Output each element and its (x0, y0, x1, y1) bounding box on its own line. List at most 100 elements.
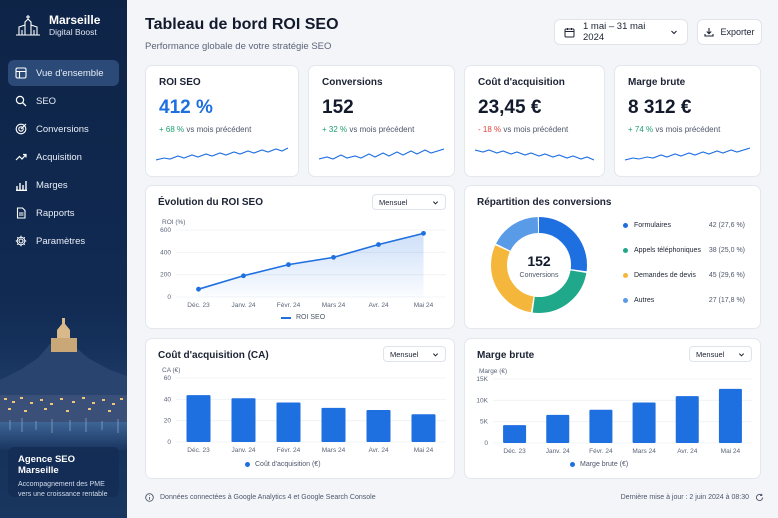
brand-logo[interactable]: Marseille Digital Boost (14, 14, 100, 38)
period-select[interactable]: Mensuel (372, 194, 446, 210)
data-source-note: Données connectées à Google Analytics 4 … (145, 493, 376, 502)
legend-label: Marge brute (€) (580, 461, 629, 468)
roi-data-point (421, 230, 426, 236)
sidebar-item-acquisition[interactable]: Acquisition (8, 144, 119, 170)
legend-swatch (623, 273, 628, 278)
sidebar-item-label: Acquisition (36, 151, 82, 163)
document-icon (16, 207, 26, 219)
legend-label: Demandes de devis (634, 272, 696, 279)
date-range-picker[interactable]: 1 mai – 31 mai 2024 (554, 19, 688, 45)
chart-title: Évolution du ROI SEO (158, 197, 263, 208)
sidebar-item-label: Marges (36, 179, 68, 191)
brand-name: Marseille (49, 13, 101, 27)
kpi-change-value: + 68 % (159, 125, 185, 134)
period-select[interactable]: Mensuel (689, 346, 752, 362)
x-tick-label: Déc. 23 (187, 447, 210, 454)
legend-value: 42 (27,6 %) (708, 222, 745, 229)
kpi-change-value: - 18 % (478, 125, 502, 134)
bar (186, 395, 211, 442)
period-select-value: Mensuel (696, 349, 725, 359)
y-tick-label: 400 (160, 249, 171, 256)
y-tick-label: 0 (484, 440, 488, 447)
page-title: Tableau de bord ROI SEO (145, 16, 339, 33)
chart-title: Marge brute (477, 350, 535, 361)
bar-chart-icon (16, 181, 27, 191)
y-tick-label: 20 (164, 418, 172, 425)
agency-card: Agence SEO Marseille Accompagnement des … (8, 447, 119, 498)
page-subtitle: Performance globale de votre stratégie S… (145, 41, 332, 52)
period-select[interactable]: Mensuel (383, 346, 446, 362)
download-icon (704, 28, 715, 37)
kpi-value: 152 (322, 97, 354, 118)
x-tick-label: Mars 24 (322, 447, 346, 454)
kpi-value: 412 % (159, 97, 213, 118)
chevron-down-icon (432, 200, 439, 204)
y-tick-label: 60 (164, 375, 172, 382)
period-select-value: Mensuel (379, 197, 408, 207)
kpi-change: + 68 % vs mois précédent (159, 125, 251, 134)
legend-swatch (570, 462, 575, 467)
sidebar-item-overview[interactable]: Vue d'ensemble (8, 60, 119, 86)
legend-label: Autres (634, 297, 655, 304)
y-tick-label: 5K (480, 419, 489, 426)
donut-slice (491, 217, 587, 313)
roi-line-chart: ROI (%) 0 200 400 600 Déc. 23 Janv. 24 Févr. 24… (160, 219, 446, 309)
kpi-change: + 32 % vs mois précédent (322, 125, 414, 134)
y-tick-label: 0 (167, 294, 171, 301)
gross-margin-bar-chart: Marge (€) 0 5K 10K 15K Déc. 23 Janv. 24 Févr. 2… (476, 368, 752, 455)
kpi-card-acquisition-cost: Coût d'acquisition 23,45 € - 18 % vs moi… (464, 65, 605, 177)
sidebar-item-marges[interactable]: Marges (8, 172, 119, 198)
conversion-breakdown-card: Répartition des conversions 152 Conversio… (464, 185, 761, 329)
x-tick-label: Mars 24 (322, 302, 346, 309)
notre-dame-logo-icon (16, 15, 40, 36)
legend-line-swatch (281, 316, 291, 319)
info-icon (145, 493, 154, 502)
y-tick-label: 600 (160, 227, 171, 234)
sidebar-item-conversions[interactable]: Conversions (8, 116, 119, 142)
refresh-icon[interactable] (755, 493, 764, 502)
kpi-label: Coût d'acquisition (478, 77, 565, 88)
donut-legend-item: Demandes de devis 45 (29,6 %) (623, 272, 745, 279)
sidebar-nav: Vue d'ensemble SEO Conversions Acquisiti… (8, 60, 119, 256)
kpi-card-gross-margin: Marge brute 8 312 € + 74 % vs mois précé… (614, 65, 761, 177)
kpi-card-conversions: Conversions 152 + 32 % vs mois précédent (308, 65, 455, 177)
sidebar-item-label: Rapports (36, 207, 75, 219)
acquisition-cost-chart-card: Coût d'acquisition (CA) Mensuel CA (€) 0 2… (145, 338, 455, 479)
gross-margin-chart-card: Marge brute Mensuel Marge (€) 0 5K 10K 15K Dé… (464, 338, 761, 479)
bar (411, 414, 436, 442)
conversion-donut-chart: 152 Conversions (491, 217, 587, 313)
sidebar-item-seo[interactable]: SEO (8, 88, 119, 114)
sidebar-item-parametres[interactable]: Paramètres (8, 228, 119, 254)
donut-slice (491, 217, 587, 313)
sidebar-item-label: Paramètres (36, 235, 86, 247)
agency-title: Agence SEO Marseille (18, 454, 76, 476)
x-tick-label: Mai 24 (414, 447, 434, 454)
kpi-change-suffix: vs mois précédent (349, 125, 415, 134)
x-tick-label: Avr. 24 (368, 302, 389, 309)
sidebar-item-rapports[interactable]: Rapports (8, 200, 119, 226)
target-icon (15, 123, 27, 135)
legend-label: Appels téléphoniques (634, 247, 701, 254)
kpi-change-value: + 74 % (628, 125, 654, 134)
x-tick-label: Janv. 24 (546, 448, 570, 455)
sidebar-item-label: SEO (36, 95, 57, 107)
bar (276, 402, 301, 442)
donut-legend-item: Appels téléphoniques 38 (25,0 %) (623, 247, 745, 254)
calendar-icon (564, 27, 575, 37)
donut-slice (491, 217, 587, 313)
kpi-change: + 74 % vs mois précédent (628, 125, 720, 134)
roi-series-line (198, 232, 424, 290)
donut-center-value: 152 (527, 253, 551, 269)
kpi-change-value: + 32 % (322, 125, 348, 134)
roi-chart-card: Évolution du ROI SEO Mensuel ROI (%) 0 200… (145, 185, 455, 329)
date-range-label: 1 mai – 31 mai 2024 (583, 21, 646, 43)
kpi-change-suffix: vs mois précédent (186, 125, 252, 134)
bar (546, 414, 570, 443)
export-button[interactable]: Exporter (697, 19, 762, 45)
kpi-sparkline (475, 149, 594, 161)
x-tick-label: Déc. 23 (187, 302, 210, 309)
donut-legend-item: Formulaires 42 (27,6 %) (623, 222, 745, 229)
x-tick-label: Févr. 24 (277, 302, 301, 309)
export-label: Exporter (720, 27, 755, 37)
period-select-value: Mensuel (390, 349, 419, 359)
